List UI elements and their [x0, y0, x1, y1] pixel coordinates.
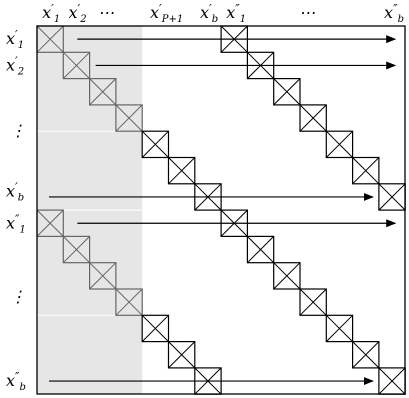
row-label: x″b [6, 370, 26, 393]
diagonal-cell [273, 262, 301, 290]
cell-antidiagonal [247, 236, 275, 264]
diagonal-cell [88, 77, 117, 106]
row-label: ⋮ [10, 287, 26, 306]
cell-antidiagonal [299, 104, 327, 132]
cell-antidiagonal [352, 157, 380, 185]
diagonal-cell [352, 341, 380, 369]
cell-antidiagonal [352, 341, 380, 369]
diagonal-cell [141, 130, 170, 159]
column-label: ⋯ [98, 3, 114, 22]
cell-antidiagonal [325, 130, 353, 158]
row-label: x″1 [6, 212, 26, 235]
diagonal-cell [36, 209, 64, 238]
diagonal-cell [141, 314, 170, 343]
row-arrows [49, 35, 397, 386]
diagonal-cell [325, 130, 354, 159]
cell-antidiagonal [378, 183, 406, 211]
cell-antidiagonal [168, 341, 196, 369]
diagonal-cell [299, 104, 327, 132]
diagonal-cell [352, 156, 380, 185]
cell-antidiagonal [115, 288, 143, 316]
diagonal-cells [36, 25, 406, 395]
diagonal-cell [88, 262, 117, 290]
row-label: ⋮ [10, 121, 26, 140]
cell-antidiagonal [36, 25, 64, 53]
cell-antidiagonal [273, 78, 301, 106]
diagonal-cell [246, 235, 275, 264]
column-label: x′1 [42, 2, 60, 25]
cell-antidiagonal [378, 367, 406, 395]
row-label: x′2 [6, 54, 24, 77]
cell-antidiagonal [141, 314, 169, 342]
diagonal-cell [167, 341, 196, 369]
diagonal-cell [299, 288, 327, 316]
cell-antidiagonal [62, 236, 90, 264]
column-labels: x′1 x′2 ⋯ x′P+1 x′b x″1 ⋯ x″b [42, 2, 404, 25]
diagonal-cell [167, 156, 196, 185]
cell-antidiagonal [325, 314, 353, 342]
column-label: x″1 [226, 2, 246, 25]
cell-antidiagonal [89, 78, 117, 106]
diagonal-cell [378, 367, 406, 395]
cell-antidiagonal [168, 157, 196, 185]
diagonal-cell [325, 314, 354, 343]
diagonal-cell [62, 235, 91, 264]
cell-antidiagonal [89, 262, 117, 290]
row-label: x′b [6, 181, 24, 204]
diagonal-cell [115, 288, 143, 316]
diagonal-cell [62, 51, 91, 80]
cell-antidiagonal [141, 130, 169, 158]
row-labels: x′1 x′2 ⋮ x′b x″1 ⋮ x″b [6, 28, 26, 393]
cell-antidiagonal [62, 51, 90, 79]
matrix-frame [36, 25, 406, 395]
diagonal-cell [115, 104, 143, 132]
column-label: x′P+1 [150, 2, 183, 25]
row-label: x′1 [6, 28, 24, 51]
column-label: x′2 [68, 2, 86, 25]
diagonal-cell [378, 183, 406, 211]
cell-antidiagonal [273, 262, 301, 290]
cell-antidiagonal [299, 288, 327, 316]
cell-antidiagonal [36, 209, 64, 237]
column-label: x″b [384, 2, 404, 25]
column-label: ⋯ [299, 3, 315, 22]
cell-antidiagonal [115, 104, 143, 132]
diagonal-cell [36, 25, 64, 53]
diagonal-cell [273, 77, 301, 106]
column-label: x′b [200, 2, 218, 25]
